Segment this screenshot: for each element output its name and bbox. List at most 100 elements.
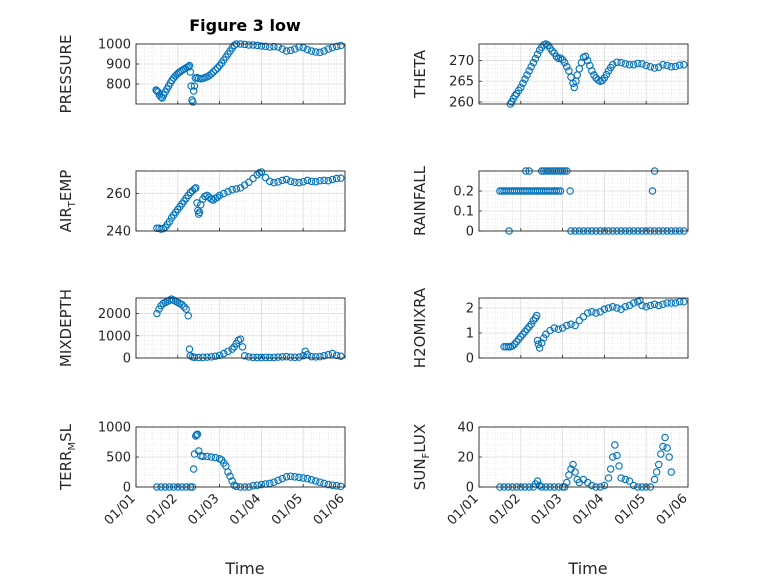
h2omixra-point	[646, 301, 655, 310]
h2omixra-point	[675, 297, 684, 306]
theta-point	[521, 75, 529, 83]
h2omixra-point	[567, 320, 575, 328]
terr_msl-x-tick-label: 01/06	[311, 491, 348, 528]
air_temp-point	[266, 177, 274, 186]
terr_msl-point	[228, 477, 236, 485]
terr_msl-y-tick-label: 500	[106, 451, 131, 466]
mixdepth-point	[190, 353, 199, 362]
pressure-y-tick-label: 800	[106, 78, 131, 93]
h2omixra-point	[514, 335, 523, 343]
terr_msl-point	[193, 430, 202, 438]
mixdepth-point	[180, 303, 188, 311]
h2omixra-y-tick-label: 2	[466, 302, 474, 317]
theta-point	[602, 70, 611, 79]
h2omixra-point	[625, 301, 634, 310]
mixdepth-point	[220, 349, 228, 358]
terr_msl-point	[328, 481, 337, 489]
mixdepth-point	[274, 353, 282, 361]
h2omixra-point	[629, 299, 638, 307]
pressure-point	[307, 47, 316, 55]
pressure-point	[311, 48, 320, 56]
h2omixra-point	[517, 332, 525, 341]
mixdepth-point	[249, 353, 257, 362]
terr_msl-x-tick-label: 01/05	[269, 491, 306, 528]
sun_flux-point	[606, 465, 615, 473]
h2omixra-point	[558, 324, 567, 332]
theta-y-tick-label: 265	[449, 75, 474, 90]
pressure-point	[291, 45, 299, 53]
air_temp-point	[337, 174, 345, 182]
terr_msl-x-tick-label: 01/02	[144, 491, 181, 528]
mixdepth-point	[295, 353, 303, 361]
pressure-point	[186, 68, 195, 76]
air_temp-point	[203, 191, 211, 200]
theta-plot-area	[479, 44, 688, 104]
mixdepth-y-tick-label: 0	[123, 352, 131, 367]
rainfall-plot-area	[479, 171, 688, 231]
theta-point	[525, 67, 533, 75]
h2omixra-point	[642, 302, 650, 311]
sun_flux-point	[621, 475, 630, 484]
mixdepth-point	[307, 352, 316, 361]
h2omixra-point	[521, 327, 529, 336]
air_temp-point	[215, 191, 224, 200]
air_temp-point	[232, 185, 241, 193]
theta-point	[588, 67, 596, 75]
mixdepth-point	[337, 352, 345, 360]
h2omixra-point	[550, 324, 558, 332]
terr_msl-point	[291, 473, 299, 481]
sun_flux-point	[652, 468, 661, 476]
h2omixra-point	[532, 311, 541, 320]
mixdepth-point	[291, 353, 299, 362]
h2omixra-point	[667, 299, 676, 307]
mixdepth-point	[228, 345, 236, 353]
terr_msl-point	[194, 447, 203, 455]
mixdepth-y-tick-label: 1000	[98, 329, 131, 344]
theta-point	[533, 50, 542, 59]
pressure-point	[332, 42, 341, 51]
h2omixra-point	[575, 316, 584, 325]
pressure-point	[190, 82, 199, 90]
terr_msl-point	[270, 478, 278, 486]
air_temp-point	[245, 178, 253, 187]
mixdepth-point	[286, 353, 295, 361]
panel-terr_msl: 0 500 1000 01/01 01/02 01/03 01/04 01/05 01/06 TE…	[57, 421, 348, 529]
mixdepth-y-tick-label: 2000	[98, 307, 131, 322]
terr_msl-y-tick-label: 1000	[98, 421, 131, 436]
sun_flux-point	[625, 477, 634, 485]
air_temp-point	[228, 186, 236, 194]
terr_msl-point	[274, 476, 282, 485]
h2omixra-point	[533, 336, 542, 345]
h2omixra-point	[523, 325, 531, 333]
air_temp-point	[224, 187, 232, 196]
sun_flux-point	[667, 468, 676, 476]
pressure-point	[253, 41, 261, 50]
sun_flux-point	[629, 481, 638, 490]
terr_msl-point	[192, 432, 200, 440]
x-axis-label-left: Time	[224, 559, 264, 578]
pressure-y-axis-label: PRESSURE	[57, 35, 75, 114]
panel-h2omixra: 0 1 2 H2OMIXRA	[411, 287, 689, 368]
h2omixra-point	[554, 325, 563, 333]
mixdepth-point	[282, 352, 291, 361]
rainfall-y-tick-label: 0.2	[453, 185, 474, 200]
terr_msl-point	[337, 482, 345, 491]
theta-y-tick-label: 270	[449, 54, 474, 69]
h2omixra-point	[659, 300, 667, 308]
rainfall-y-axis-label: RAINFALL	[411, 165, 429, 236]
mixdepth-y-axis-label: MIXDEPTH	[57, 289, 75, 367]
h2omixra-point	[563, 321, 571, 330]
x-axis-label-right: Time	[567, 559, 607, 578]
terr_msl-point	[295, 473, 303, 482]
mixdepth-point	[184, 312, 193, 320]
theta-point	[634, 59, 642, 68]
theta-y-axis-label: THETA	[411, 49, 429, 99]
h2omixra-point	[535, 344, 544, 352]
h2omixra-point	[583, 309, 592, 317]
pressure-point	[207, 70, 215, 78]
air_temp-point	[286, 177, 295, 186]
air_temp-y-axis-label: AIRTEMP	[57, 170, 78, 233]
panel-rainfall: 0 0.1 0.2 RAINFALL	[411, 165, 689, 240]
pressure-point	[270, 42, 278, 51]
mixdepth-point	[207, 353, 215, 361]
